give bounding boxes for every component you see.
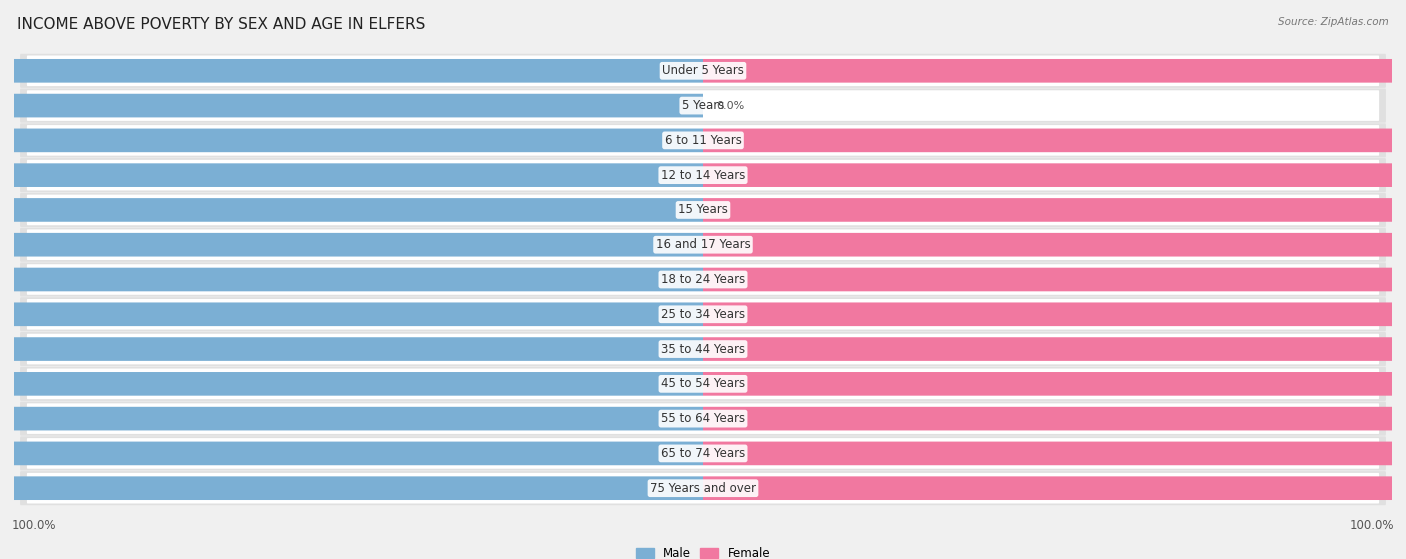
Text: 35 to 44 Years: 35 to 44 Years — [661, 343, 745, 356]
FancyBboxPatch shape — [20, 193, 1386, 227]
FancyBboxPatch shape — [0, 59, 703, 83]
FancyBboxPatch shape — [20, 401, 1386, 435]
FancyBboxPatch shape — [703, 372, 1406, 396]
FancyBboxPatch shape — [703, 476, 1406, 500]
FancyBboxPatch shape — [27, 299, 1379, 330]
Text: 75 Years and over: 75 Years and over — [650, 482, 756, 495]
FancyBboxPatch shape — [703, 129, 1406, 152]
FancyBboxPatch shape — [0, 337, 703, 361]
Text: 16 and 17 Years: 16 and 17 Years — [655, 238, 751, 251]
FancyBboxPatch shape — [20, 471, 1386, 505]
FancyBboxPatch shape — [703, 233, 1406, 257]
Text: 65 to 74 Years: 65 to 74 Years — [661, 447, 745, 460]
FancyBboxPatch shape — [27, 229, 1379, 260]
Text: Source: ZipAtlas.com: Source: ZipAtlas.com — [1278, 17, 1389, 27]
FancyBboxPatch shape — [0, 268, 703, 291]
Text: 12 to 14 Years: 12 to 14 Years — [661, 169, 745, 182]
FancyBboxPatch shape — [20, 228, 1386, 262]
FancyBboxPatch shape — [0, 442, 703, 465]
FancyBboxPatch shape — [20, 437, 1386, 471]
Text: INCOME ABOVE POVERTY BY SEX AND AGE IN ELFERS: INCOME ABOVE POVERTY BY SEX AND AGE IN E… — [17, 17, 425, 32]
FancyBboxPatch shape — [20, 263, 1386, 296]
FancyBboxPatch shape — [27, 195, 1379, 225]
FancyBboxPatch shape — [27, 125, 1379, 155]
FancyBboxPatch shape — [20, 332, 1386, 366]
FancyBboxPatch shape — [0, 129, 703, 152]
Text: 6 to 11 Years: 6 to 11 Years — [665, 134, 741, 147]
FancyBboxPatch shape — [0, 372, 703, 396]
FancyBboxPatch shape — [20, 297, 1386, 331]
FancyBboxPatch shape — [0, 198, 703, 222]
FancyBboxPatch shape — [27, 334, 1379, 364]
Text: Under 5 Years: Under 5 Years — [662, 64, 744, 77]
Text: 55 to 64 Years: 55 to 64 Years — [661, 412, 745, 425]
Legend: Male, Female: Male, Female — [631, 542, 775, 559]
FancyBboxPatch shape — [0, 407, 703, 430]
Text: 25 to 34 Years: 25 to 34 Years — [661, 308, 745, 321]
Text: 45 to 54 Years: 45 to 54 Years — [661, 377, 745, 390]
FancyBboxPatch shape — [703, 59, 1406, 83]
FancyBboxPatch shape — [703, 337, 1406, 361]
FancyBboxPatch shape — [27, 264, 1379, 295]
FancyBboxPatch shape — [0, 476, 703, 500]
FancyBboxPatch shape — [0, 302, 703, 326]
FancyBboxPatch shape — [20, 124, 1386, 158]
FancyBboxPatch shape — [0, 233, 703, 257]
FancyBboxPatch shape — [20, 158, 1386, 192]
FancyBboxPatch shape — [27, 55, 1379, 86]
FancyBboxPatch shape — [703, 407, 1406, 430]
FancyBboxPatch shape — [703, 163, 1406, 187]
FancyBboxPatch shape — [27, 473, 1379, 504]
FancyBboxPatch shape — [703, 442, 1406, 465]
Text: 18 to 24 Years: 18 to 24 Years — [661, 273, 745, 286]
FancyBboxPatch shape — [27, 368, 1379, 399]
FancyBboxPatch shape — [20, 54, 1386, 88]
Text: 5 Years: 5 Years — [682, 99, 724, 112]
FancyBboxPatch shape — [27, 160, 1379, 191]
FancyBboxPatch shape — [703, 302, 1406, 326]
FancyBboxPatch shape — [27, 91, 1379, 121]
Text: 15 Years: 15 Years — [678, 203, 728, 216]
FancyBboxPatch shape — [27, 438, 1379, 468]
FancyBboxPatch shape — [20, 367, 1386, 401]
FancyBboxPatch shape — [703, 198, 1406, 222]
FancyBboxPatch shape — [20, 88, 1386, 122]
FancyBboxPatch shape — [703, 268, 1406, 291]
Text: 0.0%: 0.0% — [717, 101, 745, 111]
FancyBboxPatch shape — [27, 404, 1379, 434]
FancyBboxPatch shape — [0, 94, 703, 117]
FancyBboxPatch shape — [0, 163, 703, 187]
